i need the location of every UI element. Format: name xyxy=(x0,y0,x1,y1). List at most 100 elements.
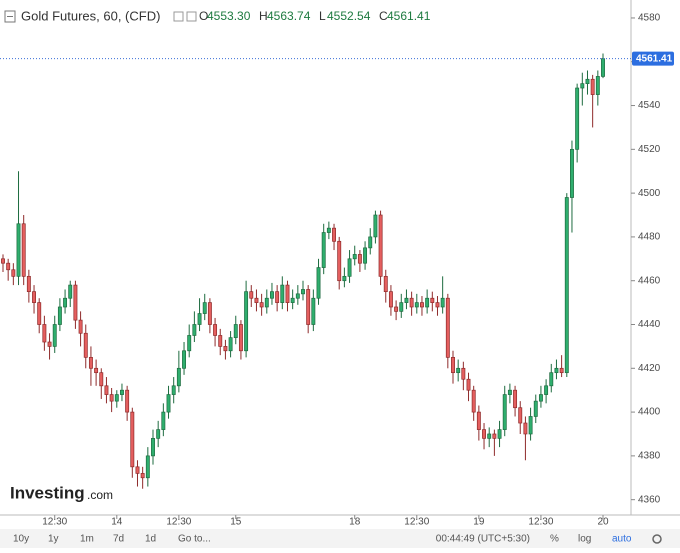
candle-body xyxy=(88,356,93,369)
candle-body xyxy=(254,297,259,303)
candle-body xyxy=(363,247,368,264)
y-tick-label: 4420 xyxy=(638,363,661,374)
y-tick-label: 4480 xyxy=(638,232,661,243)
candle-body xyxy=(352,254,357,260)
candle-body xyxy=(83,332,88,358)
settings-icon[interactable] xyxy=(173,11,184,22)
candle-body xyxy=(275,291,280,303)
ohlc-key: L xyxy=(319,9,326,23)
candle-body xyxy=(109,394,114,402)
candle-body xyxy=(42,324,47,343)
chart-title: Gold Futures, 60, (CFD) xyxy=(21,8,160,23)
candle-body xyxy=(601,58,605,77)
candle-body xyxy=(590,78,595,95)
candle-body xyxy=(311,297,316,325)
candle-body xyxy=(482,429,486,439)
candle-body xyxy=(316,267,321,299)
candle-body xyxy=(575,87,580,150)
candle-body xyxy=(37,302,42,325)
range-button[interactable]: 1y xyxy=(48,534,59,545)
candle-body xyxy=(306,289,311,325)
x-tick-label: 20 xyxy=(597,517,609,528)
range-button[interactable]: 1d xyxy=(145,534,156,545)
candle-body xyxy=(99,372,104,387)
candle-body xyxy=(301,289,305,295)
candle-body xyxy=(378,214,383,277)
x-tick-label: 15 xyxy=(230,517,242,528)
candle-body xyxy=(430,297,435,303)
candle-body xyxy=(73,284,78,321)
candle-body xyxy=(476,411,481,430)
candle-body xyxy=(580,83,585,89)
candle-body xyxy=(533,400,538,417)
candle-body xyxy=(228,337,233,352)
candle-body xyxy=(21,223,26,277)
x-tick-label: 18 xyxy=(349,517,361,528)
x-tick-label: 19 xyxy=(473,517,485,528)
candle-body xyxy=(471,389,476,413)
y-tick-label: 4580 xyxy=(638,13,661,24)
y-tick-label: 4500 xyxy=(638,188,661,199)
candle-body xyxy=(264,297,269,308)
candle-body xyxy=(528,416,533,435)
candle-body xyxy=(32,291,36,303)
candle-body xyxy=(16,223,21,277)
candle-body xyxy=(140,473,145,479)
candle-body xyxy=(373,214,378,238)
option-button[interactable]: auto xyxy=(612,534,632,545)
candle-body xyxy=(559,367,564,374)
logo-brand: Investing xyxy=(10,483,85,502)
candle-body xyxy=(47,341,52,347)
candle-body xyxy=(409,297,414,308)
candle-body xyxy=(156,429,161,439)
candle-body xyxy=(68,284,73,299)
candle-body xyxy=(290,297,295,303)
last-price-tag xyxy=(632,51,674,66)
candle-body xyxy=(182,350,186,369)
candle-body xyxy=(456,367,461,374)
candle-body xyxy=(130,411,135,468)
candle-body xyxy=(104,385,109,395)
candle-body xyxy=(435,302,440,308)
candle-body xyxy=(1,258,5,264)
candle-body xyxy=(161,411,166,430)
range-button[interactable]: 10y xyxy=(13,534,29,545)
range-button[interactable]: Go to... xyxy=(178,534,211,545)
candle-body xyxy=(492,433,497,439)
clock: 00:44:49 (UTC+5:30) xyxy=(436,534,530,545)
candle-body xyxy=(451,356,455,374)
collapse-icon[interactable] xyxy=(4,10,16,23)
option-button[interactable]: % xyxy=(550,534,559,545)
candle-body xyxy=(202,302,207,314)
range-button[interactable]: 1m xyxy=(80,534,94,545)
candle-body xyxy=(399,302,404,312)
candle-body xyxy=(244,291,249,352)
candle-body xyxy=(549,372,554,387)
ohlc-key: C xyxy=(379,9,388,23)
candle-body xyxy=(414,302,419,308)
y-tick-label: 4540 xyxy=(638,100,661,111)
ohlc-key: O xyxy=(199,9,208,23)
candle-body xyxy=(368,236,373,249)
candle-body xyxy=(326,227,331,233)
candle-body xyxy=(554,367,559,374)
candle-body xyxy=(63,297,68,308)
y-tick-label: 4380 xyxy=(638,451,661,462)
option-button[interactable]: log xyxy=(578,534,591,545)
candle-body xyxy=(337,240,342,282)
candle-body xyxy=(394,306,399,312)
candle-body xyxy=(280,284,285,303)
candle-body xyxy=(52,324,57,347)
settings-gear[interactable] xyxy=(652,534,662,544)
candle-body xyxy=(78,319,83,334)
x-tick-label: 12:30 xyxy=(166,517,191,528)
y-tick-label: 4460 xyxy=(638,275,661,286)
candle-body xyxy=(151,438,155,457)
ohlc-value: 4552.54 xyxy=(327,9,371,23)
hide-icon[interactable] xyxy=(186,11,197,22)
candle-body xyxy=(538,394,543,402)
candle-body xyxy=(440,297,445,308)
range-button[interactable]: 7d xyxy=(113,534,124,545)
last-price-label: 4561.41 xyxy=(636,53,673,64)
